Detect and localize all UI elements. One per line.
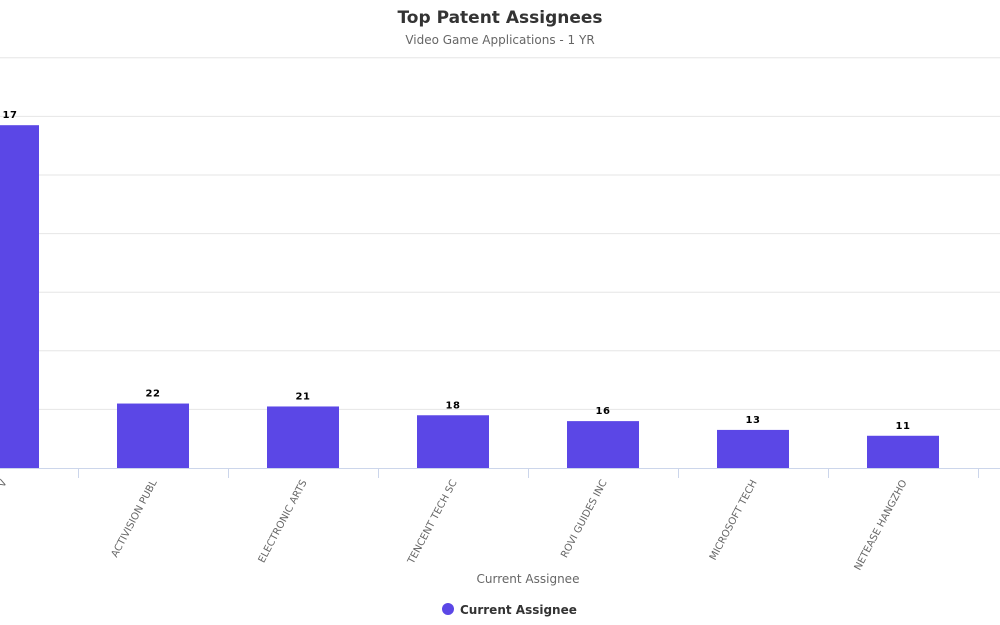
data-label: 16 xyxy=(596,406,611,417)
x-tick-label: TENCENT TECH SC xyxy=(406,478,460,567)
bar[interactable] xyxy=(0,125,39,468)
x-tick-label: ACTIVISION PUBL xyxy=(110,478,160,560)
legend[interactable]: Current Assignee xyxy=(442,603,577,617)
x-tick-label: V xyxy=(0,478,10,489)
bar[interactable] xyxy=(117,403,189,468)
x-tick-label: ROVI GUIDES INC xyxy=(559,478,609,560)
legend-marker-icon[interactable] xyxy=(442,603,454,615)
bar[interactable] xyxy=(267,406,339,468)
data-label: 11 xyxy=(896,421,911,432)
data-label: 21 xyxy=(296,391,311,402)
bar[interactable] xyxy=(567,421,639,468)
x-tick-label: ELECTRONIC ARTS xyxy=(257,478,310,565)
chart-subtitle: Video Game Applications - 1 YR xyxy=(405,33,594,47)
bar[interactable] xyxy=(417,415,489,468)
bar-series xyxy=(0,125,939,468)
bar[interactable] xyxy=(867,435,939,468)
legend-item-current-assignee[interactable]: Current Assignee xyxy=(460,603,577,617)
data-labels: 17 22 21 18 16 13 11 xyxy=(3,110,911,432)
bar[interactable] xyxy=(717,429,789,468)
gridlines xyxy=(0,57,1000,410)
chart-title: Top Patent Assignees xyxy=(397,8,602,28)
data-label: 18 xyxy=(446,400,461,411)
data-label: 17 xyxy=(3,110,18,121)
x-tick-label: MICROSOFT TECH xyxy=(708,478,760,562)
x-tick-label: NETEASE HANGZHO xyxy=(853,478,910,572)
x-axis-title: Current Assignee xyxy=(477,572,580,586)
data-label: 13 xyxy=(746,415,761,426)
data-label: 22 xyxy=(146,389,161,400)
x-axis: V ACTIVISION PUBL ELECTRONIC ARTS TENCENT T… xyxy=(0,468,1000,572)
